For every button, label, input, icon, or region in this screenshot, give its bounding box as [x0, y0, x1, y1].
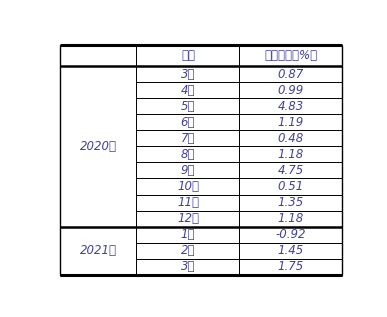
Bar	[240, 162, 342, 178]
Bar	[137, 98, 240, 114]
Text: 月份: 月份	[181, 49, 195, 62]
Bar	[137, 210, 240, 227]
Bar	[240, 195, 342, 210]
Bar	[60, 45, 137, 66]
Text: 0.51: 0.51	[278, 180, 304, 193]
Bar	[137, 259, 240, 275]
Bar	[240, 82, 342, 98]
Bar	[60, 66, 137, 227]
Bar	[137, 146, 240, 162]
Bar	[137, 162, 240, 178]
Text: 6月: 6月	[181, 116, 195, 129]
Text: 1.18: 1.18	[278, 212, 304, 225]
Bar	[60, 227, 137, 275]
Text: 环比增速（%）: 环比增速（%）	[264, 49, 317, 62]
Text: 4月: 4月	[181, 84, 195, 97]
Text: 9月: 9月	[181, 164, 195, 177]
Text: 1.45: 1.45	[278, 244, 304, 257]
Bar	[137, 130, 240, 146]
Text: 0.99: 0.99	[278, 84, 304, 97]
Bar	[240, 130, 342, 146]
Text: 12月: 12月	[177, 212, 199, 225]
Text: 1月: 1月	[181, 228, 195, 241]
Bar	[240, 98, 342, 114]
Text: -0.92: -0.92	[276, 228, 306, 241]
Bar	[137, 66, 240, 82]
Text: 7月: 7月	[181, 132, 195, 145]
Bar	[240, 45, 342, 66]
Bar	[137, 195, 240, 210]
Bar	[240, 146, 342, 162]
Bar	[240, 178, 342, 195]
Bar	[240, 259, 342, 275]
Bar	[137, 243, 240, 259]
Text: 2020年: 2020年	[80, 140, 117, 153]
Text: 5月: 5月	[181, 100, 195, 113]
Text: 1.35: 1.35	[278, 196, 304, 209]
Text: 2月: 2月	[181, 244, 195, 257]
Bar	[137, 114, 240, 130]
Text: 10月: 10月	[177, 180, 199, 193]
Text: 1.19: 1.19	[278, 116, 304, 129]
Bar	[240, 227, 342, 243]
Text: 2021年: 2021年	[80, 244, 117, 257]
Text: 1.75: 1.75	[278, 260, 304, 273]
Text: 0.87: 0.87	[278, 68, 304, 81]
Text: 4.83: 4.83	[278, 100, 304, 113]
Text: 8月: 8月	[181, 148, 195, 161]
Text: 11月: 11月	[177, 196, 199, 209]
Bar	[240, 243, 342, 259]
Text: 3月: 3月	[181, 68, 195, 81]
Bar	[240, 210, 342, 227]
Bar	[137, 178, 240, 195]
Bar	[137, 45, 240, 66]
Bar	[240, 114, 342, 130]
Text: 4.75: 4.75	[278, 164, 304, 177]
Text: 3月: 3月	[181, 260, 195, 273]
Bar	[137, 82, 240, 98]
Text: 0.48: 0.48	[278, 132, 304, 145]
Bar	[137, 227, 240, 243]
Bar	[240, 66, 342, 82]
Text: 1.18: 1.18	[278, 148, 304, 161]
